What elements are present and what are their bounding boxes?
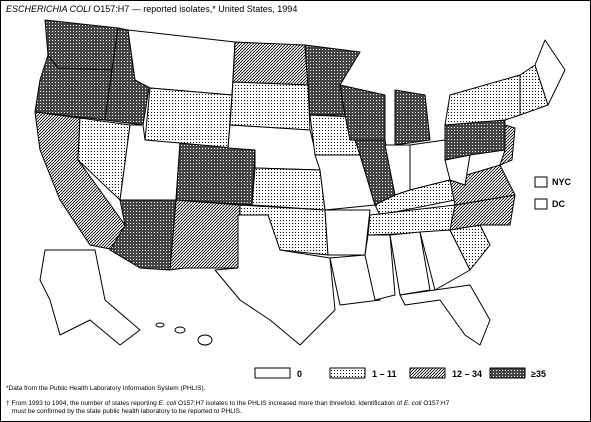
inset-box — [534, 198, 548, 210]
legend-label: 0 — [297, 369, 302, 379]
footnote: must be confirmed by the state public he… — [12, 408, 242, 415]
states — [34, 19, 566, 346]
legend-label: ≥35 — [531, 369, 546, 379]
legend-swatch — [489, 367, 526, 379]
legend-swatch — [254, 367, 291, 379]
legend: 0 1 – 11 12 – 34 ≥35 — [254, 367, 546, 379]
inset-label: NYC — [552, 177, 572, 187]
legend-label: 12 – 34 — [452, 369, 482, 379]
inset-box — [534, 176, 548, 188]
title: ESCHERICHIA COLI O157:H7 — reported isol… — [6, 4, 297, 14]
legend-swatch — [329, 367, 366, 379]
inset-label: DC — [552, 199, 565, 209]
footnote: *Data from the Public Health Laboratory … — [6, 385, 206, 392]
legend-label: 1 – 11 — [372, 369, 397, 379]
insets: NYC DC — [534, 176, 572, 210]
footnote: † From 1993 to 1994, the number of state… — [6, 400, 450, 407]
legend-swatch — [409, 367, 446, 379]
